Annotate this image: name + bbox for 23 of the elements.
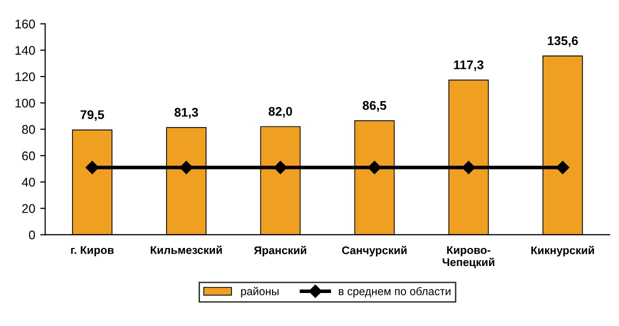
data-label: 135,6 <box>548 36 578 47</box>
y-tick-label: 80 <box>22 125 35 134</box>
legend-label: районы <box>241 286 278 298</box>
y-tick-label: 60 <box>22 151 35 160</box>
legend-label: в среднем по области <box>338 287 450 298</box>
y-tick-label: 0 <box>29 230 35 240</box>
data-label: 79,5 <box>80 110 104 121</box>
y-tick-label: 100 <box>16 98 35 108</box>
data-label: 81,3 <box>174 108 198 119</box>
x-tick-label: Кирово- Чепецкий <box>442 246 494 268</box>
data-label: 82,0 <box>268 106 292 118</box>
x-tick-label: Кикнурский <box>531 246 594 256</box>
x-tick-label: Яранский <box>254 246 306 256</box>
y-tick-label: 160 <box>16 20 35 28</box>
y-tick-label: 140 <box>16 46 35 55</box>
x-tick-label: г. Киров <box>71 246 114 256</box>
y-tick-label: 20 <box>22 204 35 214</box>
y-tick-label: 120 <box>16 72 35 82</box>
x-tick-label: Санчурский <box>342 246 407 256</box>
y-tick-label: 40 <box>22 178 35 187</box>
x-tick-label: Кильмезский <box>150 246 222 254</box>
data-label: 86,5 <box>362 101 386 112</box>
data-label: 117,3 <box>454 60 484 72</box>
